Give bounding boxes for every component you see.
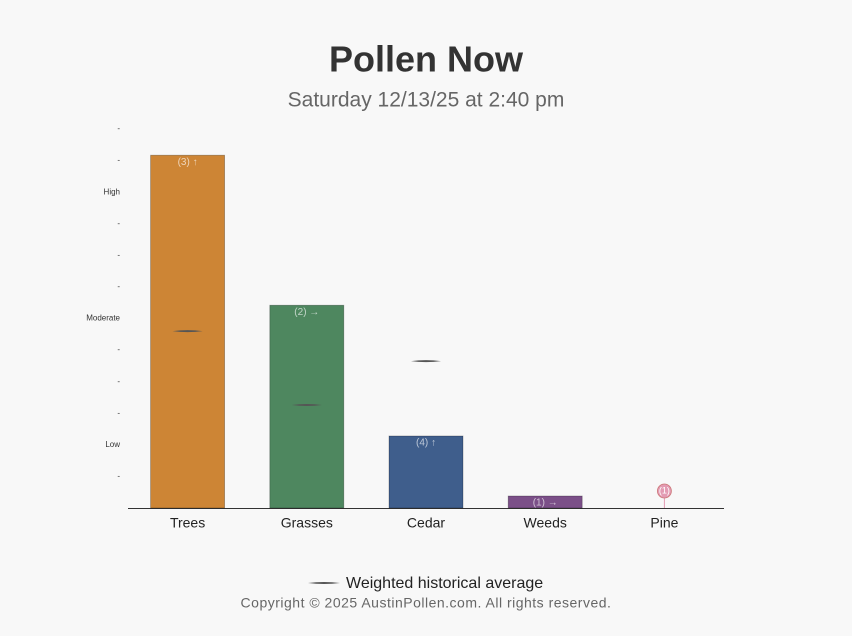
x-tick-label: Weeds <box>524 515 567 531</box>
y-tick-label: - <box>117 377 120 386</box>
y-tick-label: - <box>117 282 120 291</box>
bar <box>388 435 464 509</box>
x-tick-label: Grasses <box>281 515 333 531</box>
chart-subtitle: Saturday 12/13/25 at 2:40 pm <box>288 89 565 112</box>
historical-average <box>172 330 203 333</box>
bar <box>269 304 345 509</box>
y-tick-label: - <box>117 156 120 165</box>
y-tick-label: - <box>117 219 120 228</box>
bar-label: (3) ↑ <box>178 157 198 168</box>
legend-label: Weighted historical average <box>346 575 543 592</box>
legend: Weighted historical average <box>308 575 543 592</box>
y-tick-label: Low <box>105 440 120 449</box>
footer: Copyright © 2025 AustinPollen.com. All r… <box>241 595 612 611</box>
chart-title: Pollen Now <box>329 39 524 80</box>
x-tick-label: Cedar <box>407 515 445 531</box>
y-tick-label: - <box>117 124 120 133</box>
x-tick-label: Pine <box>650 515 678 531</box>
y-tick-label: Moderate <box>86 314 120 323</box>
bar-label: (2) → <box>294 307 319 318</box>
bar <box>507 495 583 509</box>
historical-average <box>411 360 441 363</box>
bar-label: (1) <box>659 485 670 495</box>
y-tick-label: - <box>117 472 120 481</box>
bar-label: (1) → <box>533 498 558 509</box>
y-tick-label: - <box>117 345 120 354</box>
x-tick-label: Trees <box>170 515 205 531</box>
y-tick-label: - <box>117 408 120 417</box>
bar-label: (4) ↑ <box>416 438 436 449</box>
pin-head <box>657 483 672 499</box>
y-tick-label: High <box>104 187 120 196</box>
y-tick-label: - <box>117 250 120 259</box>
historical-average <box>291 404 322 407</box>
legend-symbol <box>308 582 340 584</box>
